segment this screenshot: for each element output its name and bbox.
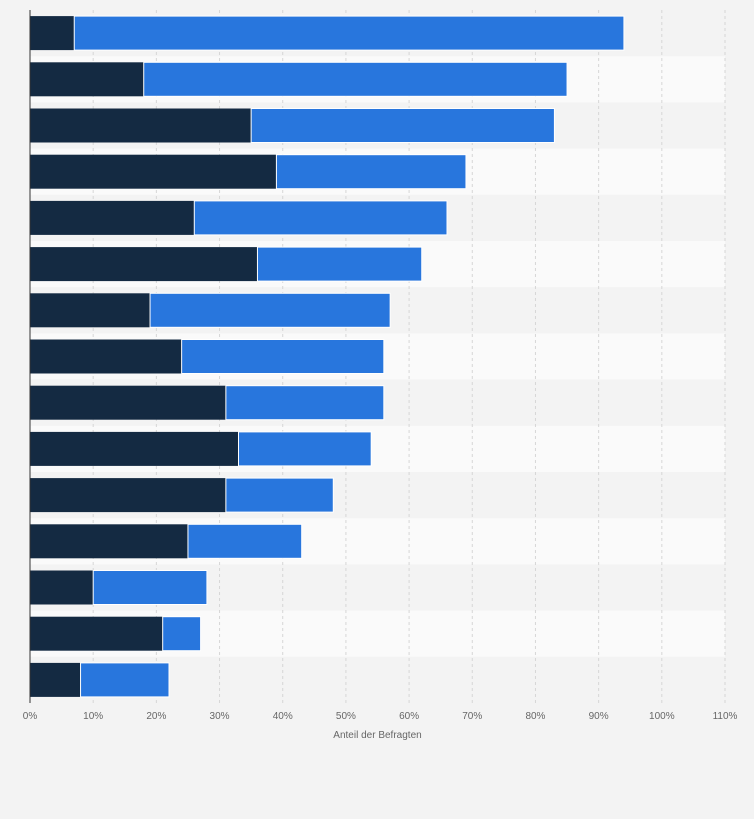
bar-segment <box>181 339 385 374</box>
bar-segment <box>30 478 226 513</box>
bar-segment <box>30 293 151 328</box>
bar-segment <box>250 108 555 143</box>
bar-segment <box>238 431 372 467</box>
bar-segment <box>143 61 568 97</box>
x-tick-label: 50% <box>336 711 356 722</box>
bar-segment <box>225 385 385 421</box>
bar-segment <box>92 570 208 605</box>
x-tick-label: 40% <box>273 711 293 722</box>
x-tick-label: 30% <box>210 711 230 722</box>
bar-segment <box>73 15 625 51</box>
x-axis-ticks: 0% 10% 20% 30% 40% 50% 60% 70% 80% 90% 100% 110% <box>23 711 738 722</box>
x-tick-label: 60% <box>399 711 419 722</box>
bar-segment <box>30 616 163 651</box>
x-tick-label: 110% <box>713 711 738 722</box>
x-axis-title: Anteil der Befragten <box>333 730 421 741</box>
bar-segment <box>30 247 258 282</box>
bar-segment <box>30 200 195 235</box>
bar-segment <box>30 16 75 51</box>
x-tick-label: 70% <box>462 711 482 722</box>
bar-segment <box>193 200 448 236</box>
bar-segment <box>149 292 391 328</box>
x-tick-label: 80% <box>525 711 545 722</box>
x-tick-label: 10% <box>83 711 103 722</box>
x-tick-label: 0% <box>23 711 38 722</box>
bar-segment <box>256 246 423 282</box>
x-tick-label: 90% <box>589 711 609 722</box>
bar-segment <box>187 523 303 559</box>
x-tick-label: 20% <box>146 711 166 722</box>
bar-segment <box>162 616 202 652</box>
bar-segment <box>30 524 188 559</box>
bar-segment <box>225 477 334 513</box>
bar-segment <box>30 62 144 97</box>
bar-segment <box>30 339 182 374</box>
bars <box>30 15 625 698</box>
bar-segment <box>30 154 277 189</box>
bar-segment <box>80 662 170 698</box>
x-tick-label: 100% <box>649 711 675 722</box>
bar-segment <box>30 431 239 466</box>
bar-segment <box>30 385 226 420</box>
bar-segment <box>30 662 81 697</box>
bar-segment <box>30 108 252 143</box>
bar-segment <box>275 154 467 190</box>
bar-segment <box>30 570 94 605</box>
